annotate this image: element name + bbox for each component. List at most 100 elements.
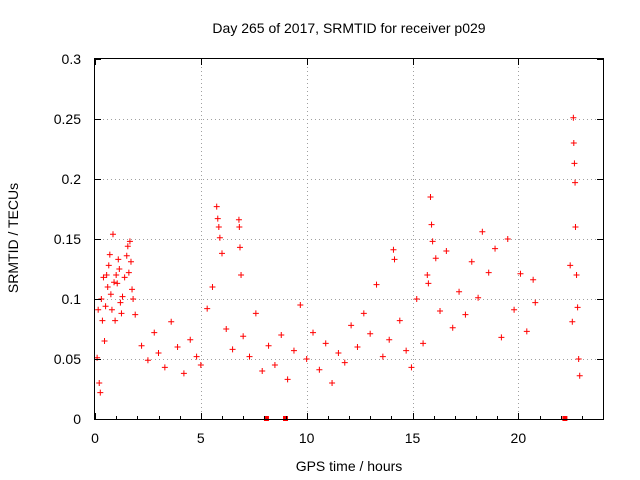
data-point	[144, 357, 151, 364]
chart-title: Day 265 of 2017, SRMTID for receiver p02…	[212, 20, 485, 36]
data-point	[106, 251, 113, 258]
data-point	[424, 272, 431, 278]
data-point	[104, 284, 111, 290]
data-point	[427, 194, 434, 200]
data-point	[456, 288, 463, 295]
data-point	[571, 160, 578, 167]
data-point	[284, 376, 291, 383]
data-point	[570, 114, 577, 121]
data-point	[111, 279, 118, 286]
data-point	[214, 215, 221, 222]
data-point	[572, 224, 579, 230]
data-point	[475, 294, 482, 301]
data-point	[124, 243, 131, 250]
data-point	[390, 246, 397, 253]
x-tick-label: 5	[197, 430, 205, 446]
data-point	[259, 368, 266, 374]
data-point	[574, 304, 581, 311]
data-point	[569, 318, 576, 325]
data-point	[468, 258, 475, 265]
data-point	[329, 380, 336, 386]
data-point	[449, 324, 456, 331]
data-point	[102, 303, 109, 310]
data-point	[209, 284, 216, 290]
data-point	[530, 276, 537, 283]
data-point	[403, 347, 410, 354]
data-point	[570, 140, 577, 146]
data-point	[95, 306, 102, 313]
data-point	[238, 272, 245, 278]
data-point	[115, 256, 122, 263]
data-point	[117, 299, 124, 306]
data-point	[114, 280, 121, 287]
x-tick-label: 10	[299, 430, 315, 446]
data-point	[271, 362, 278, 368]
x-tick-label: 20	[511, 430, 527, 446]
data-point	[278, 332, 285, 338]
grid-layer	[95, 59, 603, 419]
data-point	[216, 234, 223, 241]
data-point	[432, 255, 439, 262]
data-point	[125, 269, 132, 276]
data-point	[215, 224, 222, 230]
data-point	[485, 269, 492, 276]
data-point	[129, 286, 136, 293]
data-point	[138, 342, 145, 349]
y-tick-label: 0.3	[62, 51, 82, 67]
data-point	[109, 231, 116, 238]
data-point	[103, 272, 110, 278]
data-point	[113, 272, 120, 278]
data-point	[504, 236, 511, 242]
x-tick-label: 0	[91, 430, 99, 446]
data-point	[101, 338, 108, 344]
data-point	[127, 258, 134, 265]
y-tick-label: 0.15	[54, 231, 81, 247]
data-point	[100, 274, 107, 281]
data-point	[348, 322, 355, 329]
y-tick-label: 0	[73, 411, 81, 427]
data-point	[443, 248, 450, 254]
data-point	[174, 344, 181, 350]
data-point	[132, 311, 139, 318]
data-point	[567, 262, 574, 269]
data-point	[107, 291, 114, 298]
y-tick-label: 0.1	[62, 291, 82, 307]
data-point	[236, 244, 243, 251]
data-point	[213, 203, 220, 210]
data-point	[197, 362, 204, 368]
data-point	[335, 350, 342, 356]
data-point	[168, 318, 175, 325]
data-point	[265, 342, 272, 349]
data-point	[386, 336, 393, 343]
data-point	[572, 179, 579, 186]
x-axis-label: GPS time / hours	[296, 458, 403, 474]
data-point	[479, 228, 486, 235]
data-point	[373, 281, 380, 288]
data-point	[193, 353, 200, 360]
data-point	[498, 334, 505, 341]
data-point	[130, 296, 137, 302]
data-point	[341, 359, 348, 366]
tick-labels-layer: 0 5 10 15 20 0 0.05 0.1 0.15 0.2 0.25 0.3	[54, 51, 527, 446]
data-point	[532, 299, 539, 306]
data-point	[97, 389, 104, 396]
plot-frame	[94, 58, 604, 420]
data-point	[121, 274, 128, 281]
data-point	[575, 356, 582, 362]
y-tick-label: 0.05	[54, 351, 81, 367]
data-point	[235, 216, 242, 223]
data-point	[290, 347, 297, 354]
data-point	[322, 340, 329, 347]
points-layer	[94, 114, 583, 421]
data-point	[246, 353, 253, 360]
data-point	[428, 221, 435, 228]
data-point	[180, 370, 187, 377]
data-point	[96, 380, 103, 386]
data-point	[573, 272, 580, 278]
data-point	[161, 364, 168, 371]
data-point	[118, 310, 125, 317]
data-point	[391, 256, 398, 263]
data-point	[252, 310, 259, 317]
data-point	[123, 252, 130, 259]
data-point	[151, 329, 158, 336]
